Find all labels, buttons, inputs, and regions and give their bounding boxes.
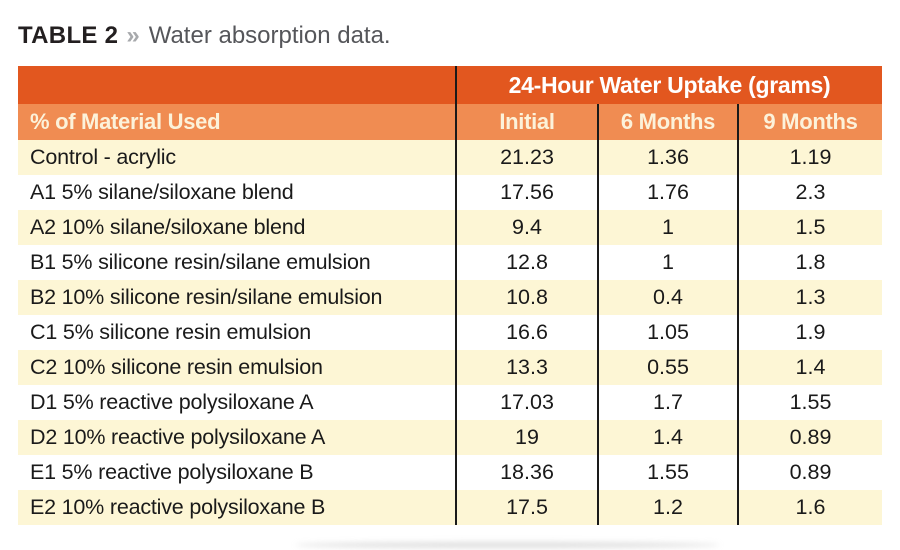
- cell-initial: 17.03: [455, 385, 597, 420]
- table-row: A2 10% silane/siloxane blend 9.4 1 1.5: [18, 210, 882, 245]
- double-chevron-icon: »: [126, 22, 140, 49]
- group-header-label: 24-Hour Water Uptake (grams): [455, 66, 882, 104]
- cell-material: E2 10% reactive polysiloxane B: [18, 490, 455, 525]
- table-row: E2 10% reactive polysiloxane B 17.5 1.2 …: [18, 490, 882, 525]
- cell-material: E1 5% reactive polysiloxane B: [18, 455, 455, 490]
- cell-6-months: 1: [597, 210, 737, 245]
- cell-initial: 9.4: [455, 210, 597, 245]
- table-row: D2 10% reactive polysiloxane A 19 1.4 0.…: [18, 420, 882, 455]
- table-title: TABLE 2 » Water absorption data.: [18, 22, 391, 50]
- table-column-header-row: % of Material Used Initial 6 Months 9 Mo…: [18, 104, 882, 140]
- cell-9-months: 1.3: [737, 280, 882, 315]
- table-row: C2 10% silicone resin emulsion 13.3 0.55…: [18, 350, 882, 385]
- cell-9-months: 1.5: [737, 210, 882, 245]
- table-row: B1 5% silicone resin/silane emulsion 12.…: [18, 245, 882, 280]
- cell-6-months: 1: [597, 245, 737, 280]
- column-header-material: % of Material Used: [18, 104, 455, 140]
- cell-6-months: 1.7: [597, 385, 737, 420]
- cell-9-months: 0.89: [737, 420, 882, 455]
- cell-initial: 10.8: [455, 280, 597, 315]
- cell-initial: 21.23: [455, 140, 597, 175]
- cell-material: C2 10% silicone resin emulsion: [18, 350, 455, 385]
- cell-6-months: 0.55: [597, 350, 737, 385]
- cell-material: D1 5% reactive polysiloxane A: [18, 385, 455, 420]
- cell-9-months: 2.3: [737, 175, 882, 210]
- cell-initial: 19: [455, 420, 597, 455]
- cell-material: B2 10% silicone resin/silane emulsion: [18, 280, 455, 315]
- page-bottom-shadow: [295, 542, 720, 548]
- table-row: E1 5% reactive polysiloxane B 18.36 1.55…: [18, 455, 882, 490]
- cell-initial: 13.3: [455, 350, 597, 385]
- cell-9-months: 1.55: [737, 385, 882, 420]
- table-number-label: TABLE 2: [18, 22, 119, 49]
- group-header-spacer: [18, 66, 455, 104]
- cell-material: Control - acrylic: [18, 140, 455, 175]
- table-row: Control - acrylic 21.23 1.36 1.19: [18, 140, 882, 175]
- cell-9-months: 1.4: [737, 350, 882, 385]
- table-caption: Water absorption data.: [148, 22, 391, 49]
- cell-9-months: 1.9: [737, 315, 882, 350]
- cell-6-months: 1.4: [597, 420, 737, 455]
- table-row: A1 5% silane/siloxane blend 17.56 1.76 2…: [18, 175, 882, 210]
- table-row: D1 5% reactive polysiloxane A 17.03 1.7 …: [18, 385, 882, 420]
- cell-material: C1 5% silicone resin emulsion: [18, 315, 455, 350]
- cell-initial: 17.56: [455, 175, 597, 210]
- water-absorption-table: 24-Hour Water Uptake (grams) % of Materi…: [18, 66, 882, 525]
- cell-6-months: 1.05: [597, 315, 737, 350]
- column-header-6-months: 6 Months: [597, 104, 737, 140]
- cell-9-months: 0.89: [737, 455, 882, 490]
- cell-9-months: 1.19: [737, 140, 882, 175]
- cell-material: B1 5% silicone resin/silane emulsion: [18, 245, 455, 280]
- cell-material: D2 10% reactive polysiloxane A: [18, 420, 455, 455]
- column-header-9-months: 9 Months: [737, 104, 882, 140]
- cell-9-months: 1.8: [737, 245, 882, 280]
- cell-6-months: 0.4: [597, 280, 737, 315]
- cell-initial: 17.5: [455, 490, 597, 525]
- cell-initial: 18.36: [455, 455, 597, 490]
- cell-material: A1 5% silane/siloxane blend: [18, 175, 455, 210]
- cell-6-months: 1.2: [597, 490, 737, 525]
- cell-material: A2 10% silane/siloxane blend: [18, 210, 455, 245]
- cell-initial: 12.8: [455, 245, 597, 280]
- cell-9-months: 1.6: [737, 490, 882, 525]
- cell-initial: 16.6: [455, 315, 597, 350]
- table-row: B2 10% silicone resin/silane emulsion 10…: [18, 280, 882, 315]
- column-header-initial: Initial: [455, 104, 597, 140]
- cell-6-months: 1.76: [597, 175, 737, 210]
- table-row: C1 5% silicone resin emulsion 16.6 1.05 …: [18, 315, 882, 350]
- cell-6-months: 1.36: [597, 140, 737, 175]
- table-group-header-row: 24-Hour Water Uptake (grams): [18, 66, 882, 104]
- cell-6-months: 1.55: [597, 455, 737, 490]
